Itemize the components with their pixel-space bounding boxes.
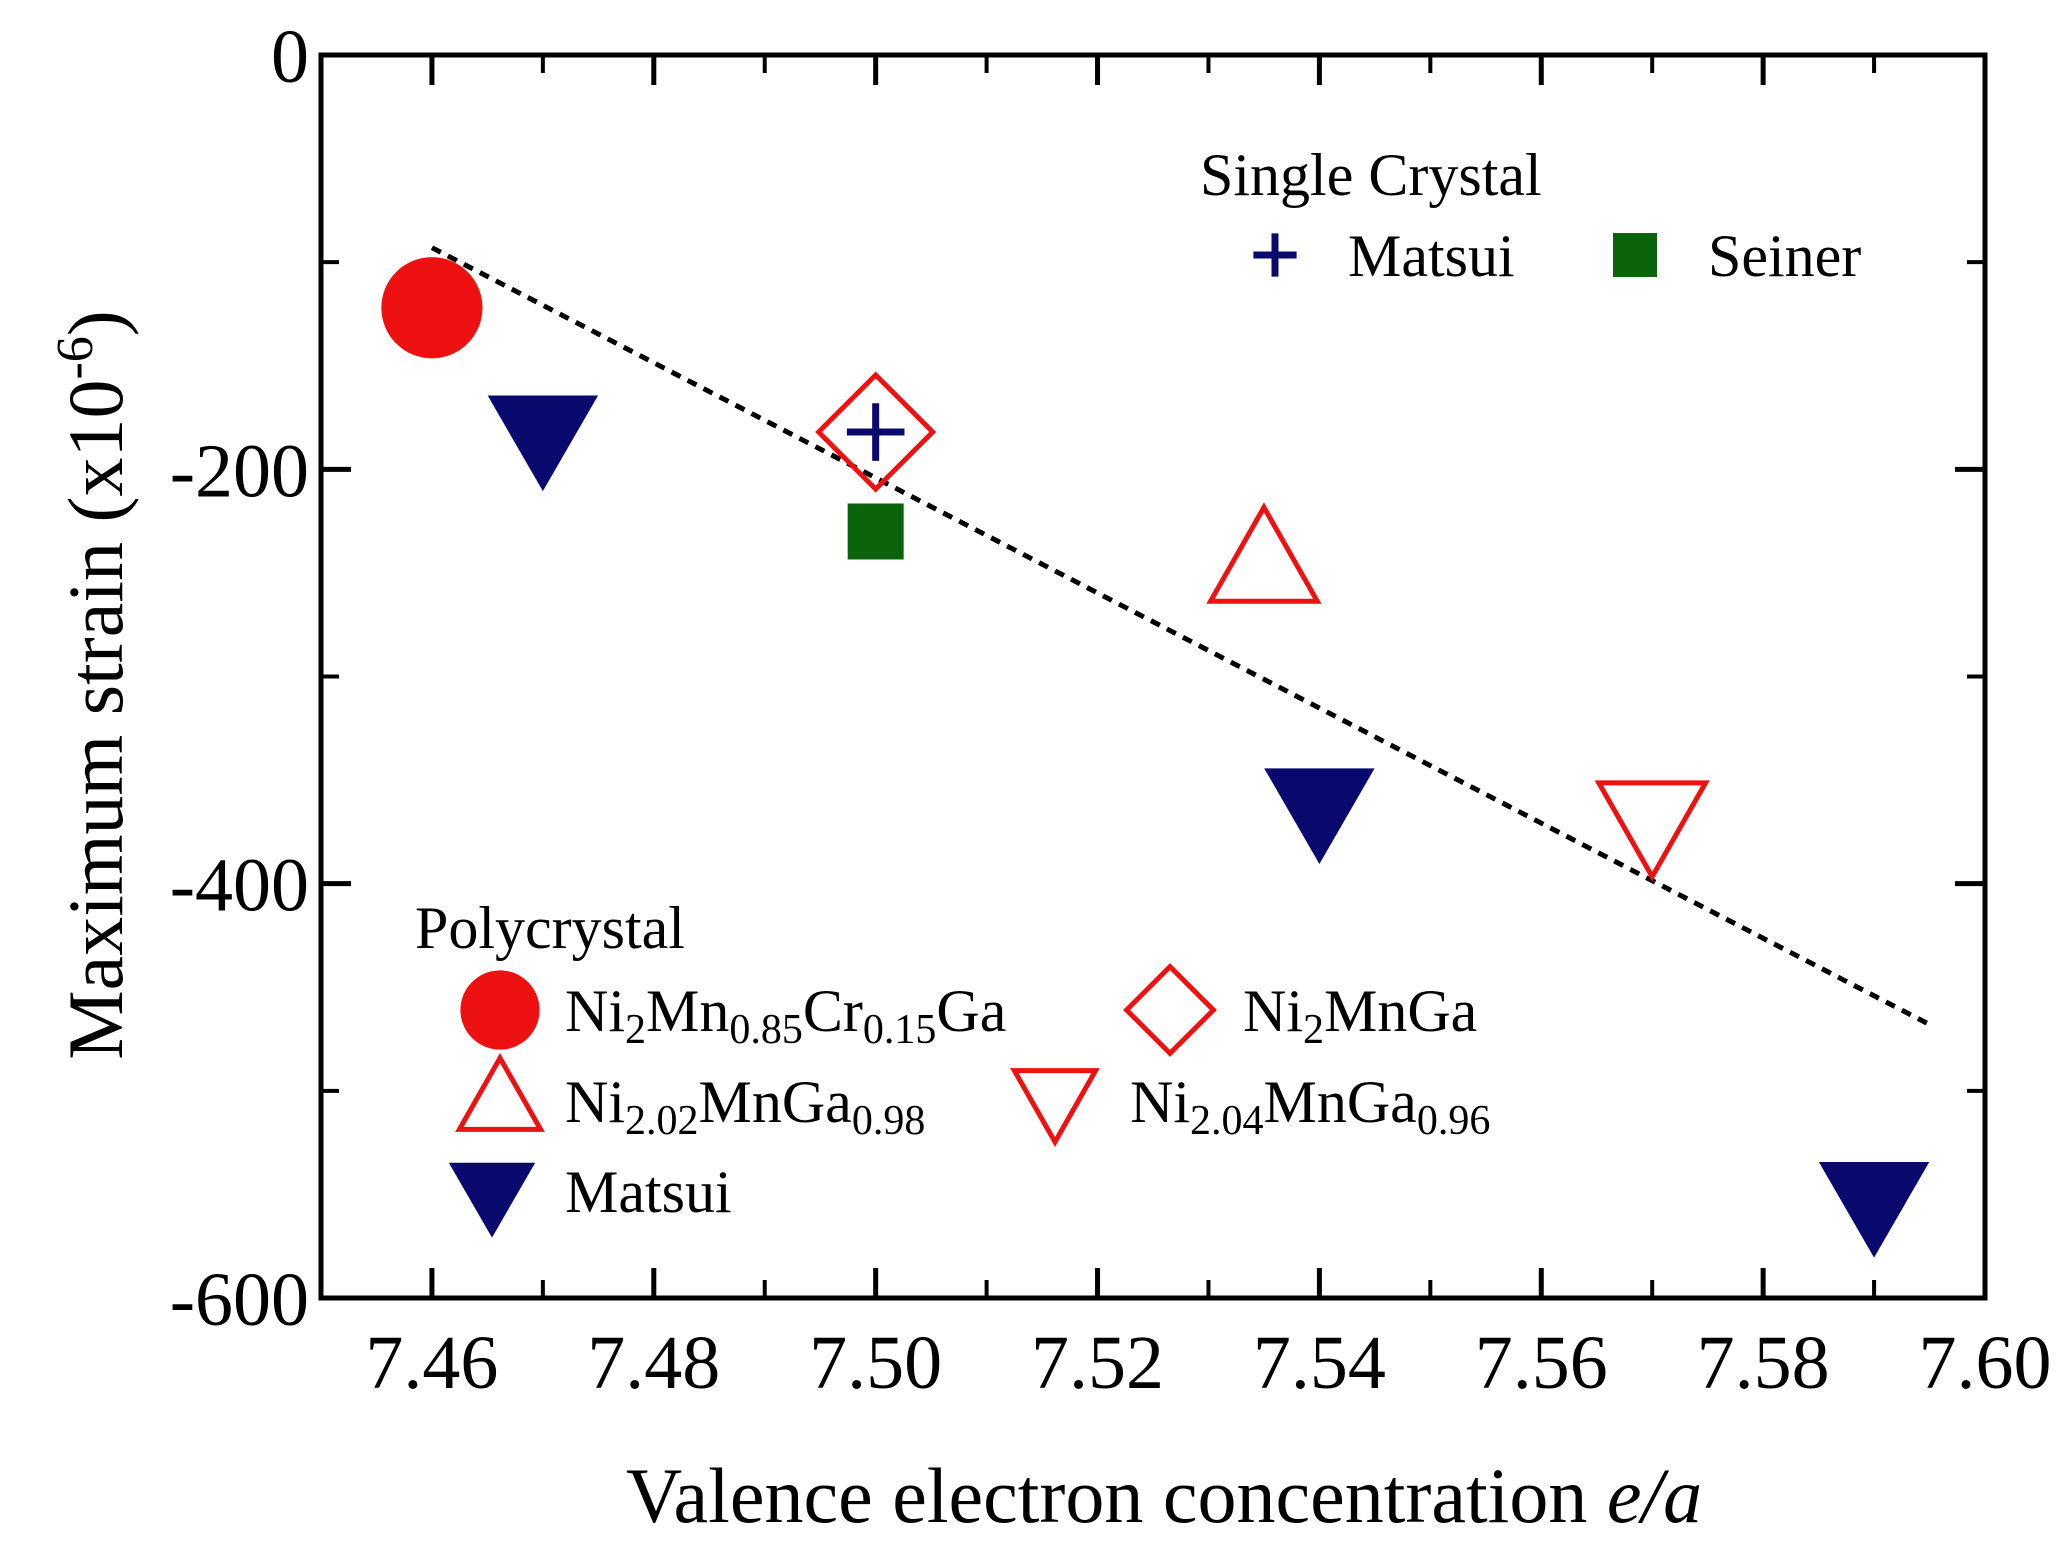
legend-pc-202-sub1: 2.02 [625,1098,699,1144]
data-point-s1-0 [381,257,483,359]
legend-pc-ni2mnga-sub1: 2 [1303,1007,1324,1053]
legend-pc-cr-mn: Mn [646,978,729,1044]
y-axis-title-close: ) [52,310,139,336]
y-axis-title-sup: -6 [47,336,104,379]
x-axis-title-prefix: Valence electron concentration [626,1452,1607,1539]
x-tick-label: 7.52 [1031,1321,1164,1405]
data-point-s5-0 [487,395,599,492]
legend-pc-cr-cr: Cr [803,978,863,1044]
x-tick-label: 7.56 [1475,1321,1608,1405]
x-axis-title-italic: e/a [1607,1452,1702,1539]
y-tick-label: -200 [170,429,309,513]
legend-marker-shape-s2 [1123,963,1217,1057]
legend-pc-204-mnga: MnGa [1264,1069,1417,1135]
legend-single-crystal: Single Crystal Matsui Seiner [1200,142,1861,289]
legend-pc-202-sub2: 0.98 [852,1098,926,1144]
legend-marker-pc-202 [455,1052,545,1132]
legend-pc-202-ni: Ni [565,1069,625,1135]
legend-marker-shape-s1 [460,970,540,1050]
legend-label-sc-seiner: Seiner [1708,223,1861,289]
legend-pc-cr-ga: Ga [936,978,1006,1044]
legend-pc-204-sub2: 0.96 [1417,1098,1491,1144]
fit-line-group [430,245,1931,1027]
data-point-s3-0 [1206,502,1322,604]
legend-pc-cr-ni: Ni [565,978,625,1044]
y-tick-label: -600 [170,1258,309,1342]
legend-label-pc-204: Ni2.04MnGa0.96 [1130,1069,1490,1144]
data-point-s7-0 [847,503,904,560]
legend-marker-shape-s5 [448,1162,536,1238]
legend-pc-cr-sub3: 0.15 [863,1007,937,1053]
legend-pc-cr-sub2: 0.85 [729,1007,803,1053]
legend-marker-sc-seiner [1613,233,1657,277]
legend-heading-polycrystal: Polycrystal [415,895,685,961]
legend-label-pc-matsui: Matsui [565,1159,732,1225]
x-tick-label: 7.48 [587,1321,720,1405]
x-tick-label: 7.46 [365,1321,498,1405]
legend-marker-shape-s7 [1613,233,1657,277]
legend-pc-204-ni: Ni [1130,1069,1190,1135]
legend-pc-204-sub1: 2.04 [1190,1098,1264,1144]
data-point-s5-1 [1264,768,1375,865]
legend-marker-shape-s3 [455,1052,545,1132]
legend-marker-pc-matsui [448,1162,536,1238]
x-tick-label: 7.54 [1253,1321,1386,1405]
legend-marker-pc-cr [460,970,540,1050]
legend-marker-pc-ni2mnga [1123,963,1217,1057]
legend-marker-pc-204 [1010,1068,1100,1148]
data-point-s5-2 [1818,1161,1930,1258]
legend-pc-202-mnga: MnGa [699,1069,852,1135]
legend-marker-sc-matsui [1253,233,1297,277]
legend-pc-ni2mnga-ni: Ni [1243,978,1303,1044]
x-tick-label: 7.50 [809,1321,942,1405]
ticks-group [321,52,1988,1301]
y-tick-label: -400 [170,844,309,928]
x-axis-title: Valence electron concentration e/a [626,1452,1702,1539]
data-point-s4-0 [1594,780,1710,882]
legend-pc-ni2mnga-rest: MnGa [1324,978,1477,1044]
x-tick-label: 7.58 [1697,1321,1830,1405]
fit-line [430,245,1931,1027]
tick-labels-group: 7.46 7.48 7.50 7.52 7.54 7.56 7.58 7.60 0 -200 -40… [170,15,2052,1405]
points-group [381,257,1930,1258]
legend-label-pc-202: Ni2.02MnGa0.98 [565,1069,925,1144]
legend-label-pc-cr: Ni2Mn0.85Cr0.15Ga [565,978,1006,1053]
y-tick-label: 0 [271,15,309,99]
legend-pc-cr-sub1: 2 [625,1007,646,1053]
y-axis-title-main: Maximum strain (x10 [52,380,139,1060]
legend-polycrystal: Polycrystal Ni2Mn0.85Cr0.15Ga Ni2MnGa Ni… [415,895,1490,1238]
legend-label-pc-ni2mnga: Ni2MnGa [1243,978,1477,1053]
legend-label-sc-matsui: Matsui [1348,223,1515,289]
legend-heading-single-crystal: Single Crystal [1200,142,1542,208]
x-tick-label: 7.60 [1919,1321,2052,1405]
data-point-s2-0 [815,371,937,493]
y-axis-title: Maximum strain (x10-6) [47,310,139,1060]
legend-marker-shape-s4 [1010,1068,1100,1148]
